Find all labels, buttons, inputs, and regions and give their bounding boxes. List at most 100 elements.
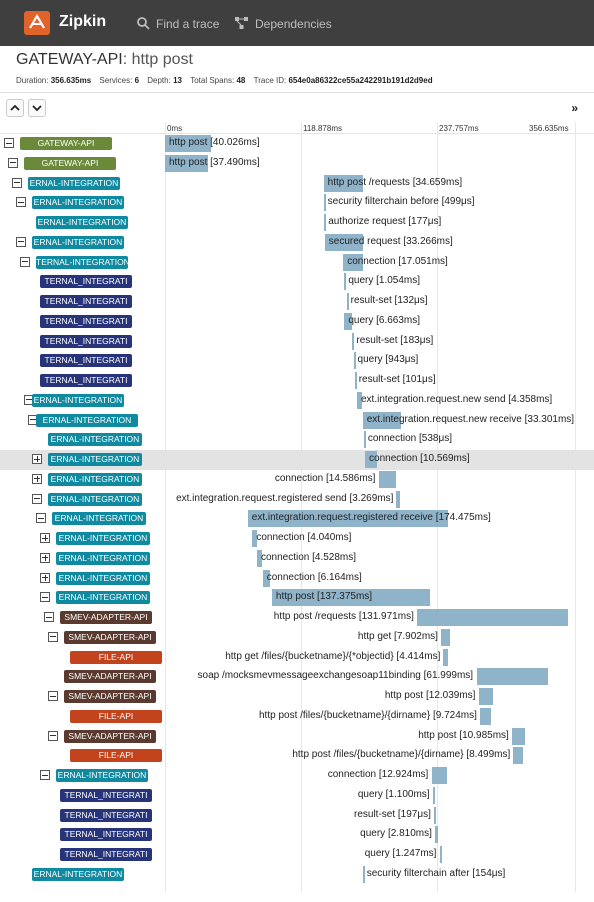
span-row[interactable]: ERNAL-INTEGRATION ext.integration.request… [0,509,594,529]
span-duration-bar[interactable] [343,253,363,271]
collapse-span-icon[interactable] [48,691,58,701]
span-row[interactable]: TERNAL_INTEGRATI query [1.054ms] [0,272,594,292]
span-row[interactable]: TERNAL_INTEGRATI query [943μs] [0,351,594,371]
collapse-span-icon[interactable] [48,631,58,642]
span-row[interactable]: TERNAL-INTEGRATION connection [17.051ms] [0,253,594,273]
span-duration-bar[interactable] [378,470,396,488]
span-duration-bar[interactable] [354,372,357,389]
span-row[interactable]: FILE-API http post /files/{bucketname}/{d… [0,746,594,766]
span-row[interactable]: TERNAL_INTEGRATI result-set [183μs] [0,332,594,352]
span-duration-bar[interactable] [252,530,257,547]
span-row[interactable]: ERNAL-INTEGRATION connection [6.164ms] [0,569,594,589]
span-duration-bar[interactable] [434,806,436,824]
span-duration-bar[interactable] [476,668,548,686]
span-row[interactable]: GATEWAY-API http post [40.026ms] [0,134,594,154]
collapse-span-icon[interactable] [48,730,58,741]
span-duration-bar[interactable] [513,747,524,765]
collapse-span-icon[interactable] [32,493,42,504]
span-duration-bar[interactable] [478,688,493,705]
collapse-span-icon[interactable] [20,256,30,267]
span-row[interactable]: ERNAL-INTEGRATION http post [137.375ms] [0,588,594,608]
span-row[interactable]: ERNAL-INTEGRATION ext.integration.request… [0,411,594,431]
span-duration-bar[interactable] [396,490,400,508]
span-row[interactable]: GATEWAY-API http post [37.490ms] [0,154,594,174]
span-duration-bar[interactable] [165,135,211,152]
collapse-span-icon[interactable] [36,513,46,524]
span-duration-bar[interactable] [362,865,365,883]
span-duration-bar[interactable] [262,569,270,587]
span-duration-bar[interactable] [432,786,435,804]
nav-find-trace[interactable]: Find a trace [136,16,219,31]
span-duration-bar[interactable] [352,332,355,350]
span-row[interactable]: ERNAL-INTEGRATION connection [14.586ms] [0,470,594,490]
expand-span-icon[interactable] [40,533,50,543]
nav-dependencies[interactable]: Dependencies [235,16,332,31]
span-duration-bar[interactable] [323,194,326,212]
collapse-span-icon[interactable] [40,592,50,603]
span-duration-bar[interactable] [365,451,378,468]
span-duration-bar[interactable] [440,628,450,646]
span-row[interactable]: TERNAL_INTEGRATI result-set [101μs] [0,371,594,391]
expand-span-icon[interactable] [40,552,50,563]
span-row[interactable]: ERNAL-INTEGRATION connection [538μs] [0,430,594,450]
span-row[interactable]: ERNAL-INTEGRATION ext.integration.request… [0,391,594,411]
span-duration-bar[interactable] [363,431,366,449]
expand-span-icon[interactable] [40,572,50,583]
zipkin-logo-icon[interactable] [24,11,50,35]
span-duration-bar[interactable] [353,352,356,370]
span-row[interactable]: TERNAL_INTEGRATI query [6.663ms] [0,312,594,332]
collapse-span-icon[interactable] [12,177,22,188]
span-duration-bar[interactable] [271,589,430,607]
span-row[interactable]: ERNAL-INTEGRATION connection [4.040ms] [0,529,594,549]
span-row[interactable]: TERNAL_INTEGRATI query [2.810ms] [0,825,594,845]
span-duration-bar[interactable] [362,411,402,429]
collapse-span-icon[interactable] [16,236,26,247]
span-row[interactable]: ERNAL-INTEGRATION http post /requests [34… [0,174,594,194]
span-row[interactable]: ERNAL-INTEGRATION connection [4.528ms] [0,549,594,569]
span-duration-bar[interactable] [439,846,442,863]
span-row[interactable]: FILE-API http get /files/{bucketname}/{*o… [0,648,594,668]
span-duration-bar[interactable] [324,214,327,231]
span-row[interactable]: ERNAL-INTEGRATION connection [12.924ms] [0,766,594,786]
collapse-up-button[interactable] [6,99,24,117]
span-row[interactable]: ERNAL-INTEGRATION security filterchain af… [0,865,594,885]
span-row[interactable]: ERNAL-INTEGRATION authorize request [177μ… [0,213,594,233]
span-duration-bar[interactable] [344,273,347,291]
span-row[interactable]: SMEV-ADAPTER-API http get [7.902ms] [0,628,594,648]
expand-down-button[interactable] [28,99,46,117]
collapse-span-icon[interactable] [4,138,14,148]
span-duration-bar[interactable] [435,826,439,844]
span-duration-bar[interactable] [324,233,364,251]
span-duration-bar[interactable] [346,293,349,310]
span-row[interactable]: TERNAL_INTEGRATI query [1.247ms] [0,845,594,865]
expand-span-icon[interactable] [32,454,42,464]
span-duration-bar[interactable] [356,391,362,409]
span-duration-bar[interactable] [431,767,447,784]
span-row[interactable]: TERNAL_INTEGRATI result-set [197μs] [0,806,594,826]
brand-name[interactable]: Zipkin [59,13,107,30]
span-duration-bar[interactable] [256,549,263,567]
span-duration-bar[interactable] [165,154,209,172]
span-row[interactable]: ERNAL-INTEGRATION security filterchain be… [0,193,594,213]
span-row[interactable]: TERNAL_INTEGRATI result-set [132μs] [0,292,594,312]
span-duration-bar[interactable] [512,727,525,745]
span-row[interactable]: TERNAL_INTEGRATI query [1.100ms] [0,786,594,806]
span-duration-bar[interactable] [416,609,569,626]
span-row[interactable]: SMEV-ADAPTER-API http post [10.985ms] [0,727,594,747]
span-row[interactable]: ERNAL-INTEGRATION secured request [33.266… [0,233,594,253]
span-duration-bar[interactable] [344,312,352,330]
span-row[interactable]: ERNAL-INTEGRATION connection [10.569ms] [0,450,594,470]
collapse-span-icon[interactable] [44,612,54,622]
span-row[interactable]: FILE-API http post /files/{bucketname}/{d… [0,707,594,727]
expand-span-icon[interactable] [32,473,42,484]
span-row[interactable]: ERNAL-INTEGRATION ext.integration.request… [0,490,594,510]
collapse-span-icon[interactable] [16,197,26,208]
span-duration-bar[interactable] [479,707,492,725]
collapse-span-icon[interactable] [40,770,50,780]
span-duration-bar[interactable] [323,174,364,192]
collapse-span-icon[interactable] [8,157,18,168]
span-row[interactable]: SMEV-ADAPTER-API soap /mocksmevmessageexc… [0,667,594,687]
expand-panel-button[interactable]: » [571,101,578,115]
span-row[interactable]: SMEV-ADAPTER-API http post [12.039ms] [0,687,594,707]
span-duration-bar[interactable] [247,510,449,528]
